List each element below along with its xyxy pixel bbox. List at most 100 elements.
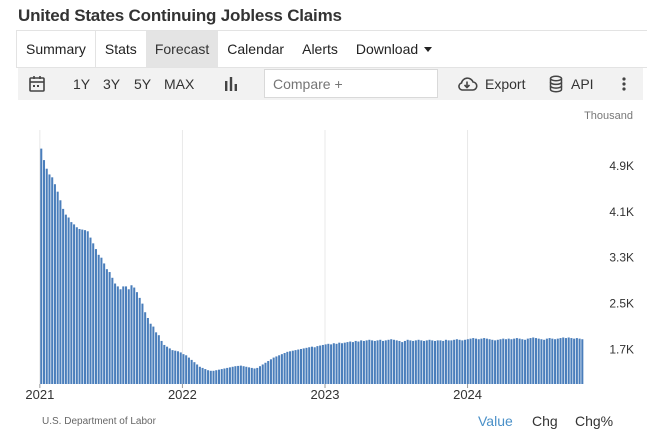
bar: [223, 368, 226, 384]
bar: [73, 224, 76, 384]
bar: [272, 357, 275, 384]
bar: [130, 285, 133, 384]
bar: [248, 367, 251, 384]
bar: [302, 348, 305, 384]
export-button[interactable]: Export: [485, 76, 526, 92]
bar: [275, 356, 278, 384]
bar: [182, 354, 185, 384]
bar: [349, 341, 352, 384]
bar: [83, 230, 87, 384]
bar-chart: 1.7K 2.5K 3.3K 4.1K 4.9K 2021 2022 2023 2024: [25, 130, 634, 402]
tab-summary[interactable]: Summary: [16, 31, 96, 67]
bar: [409, 340, 412, 384]
range-3y[interactable]: 3Y: [103, 76, 121, 92]
bar: [447, 340, 450, 384]
bar: [217, 369, 221, 384]
bar: [510, 339, 513, 384]
y-tick-label: 4.1K: [609, 205, 634, 219]
bar: [168, 348, 171, 384]
bar: [360, 340, 363, 384]
bar: [280, 354, 283, 384]
bar: [581, 339, 584, 384]
bar: [474, 338, 477, 384]
mode-change-percent[interactable]: Chg%: [575, 413, 614, 429]
bar: [494, 340, 497, 384]
calendar-icon[interactable]: [28, 75, 46, 93]
x-axis-ticks: 2021 2022 2023 2024: [25, 384, 482, 402]
bar: [297, 349, 300, 384]
bar: [450, 340, 453, 384]
cloud-download-icon[interactable]: [456, 75, 478, 93]
bar: [234, 366, 237, 384]
bar: [119, 289, 122, 384]
tab-download[interactable]: Download: [347, 31, 441, 67]
bar: [392, 339, 395, 384]
bar: [524, 339, 527, 384]
x-tick-label: 2023: [311, 387, 340, 402]
bar: [294, 350, 297, 384]
y-tick-label: 4.9K: [609, 159, 634, 173]
range-max[interactable]: MAX: [164, 76, 195, 92]
bar: [278, 355, 281, 384]
bar: [97, 254, 100, 384]
bar: [179, 352, 182, 384]
bar: [267, 361, 270, 384]
bar: [442, 340, 445, 384]
bar: [371, 340, 374, 384]
api-button[interactable]: API: [571, 76, 594, 92]
bar: [502, 338, 505, 384]
database-icon[interactable]: [549, 75, 563, 93]
bar: [305, 347, 308, 384]
unit-label: Thousand: [584, 110, 633, 122]
more-vertical-icon[interactable]: [621, 77, 627, 91]
tab-forecast[interactable]: Forecast: [145, 31, 219, 67]
bar: [116, 286, 119, 384]
bar: [146, 317, 149, 384]
tab-calendar[interactable]: Calendar: [227, 41, 285, 57]
bar: [362, 340, 365, 384]
tab-stats[interactable]: Stats: [104, 41, 137, 57]
bar: [220, 369, 223, 384]
bar: [237, 365, 240, 384]
bar: [258, 366, 262, 384]
bar: [477, 339, 480, 384]
range-1y[interactable]: 1Y: [73, 76, 91, 92]
bar: [401, 342, 404, 384]
compare-input[interactable]: [264, 69, 438, 98]
bar: [201, 367, 204, 384]
x-tick-label: 2022: [168, 387, 197, 402]
bar: [321, 344, 324, 384]
x-tick-label: 2024: [453, 387, 482, 402]
bar: [578, 338, 581, 384]
tab-alerts[interactable]: Alerts: [302, 41, 338, 57]
bar: [534, 338, 537, 384]
bar: [45, 168, 48, 384]
bar: [174, 350, 177, 384]
bar: [196, 364, 199, 384]
bar: [308, 347, 311, 384]
bar: [384, 340, 387, 384]
bar: [149, 323, 152, 384]
bar: [403, 340, 406, 384]
bar: [187, 357, 190, 384]
bar: [62, 208, 65, 384]
bar: [94, 249, 97, 384]
y-tick-label: 2.5K: [609, 297, 634, 311]
bar: [250, 367, 253, 384]
range-5y[interactable]: 5Y: [134, 76, 152, 92]
mode-change[interactable]: Chg: [532, 413, 558, 429]
bar: [103, 263, 106, 384]
bar: [75, 227, 78, 384]
bar: [81, 229, 84, 384]
bar: [368, 339, 371, 384]
bar: [412, 340, 415, 384]
bar: [133, 287, 136, 384]
mode-value[interactable]: Value: [478, 413, 513, 429]
bar: [575, 338, 578, 384]
bar: [417, 339, 420, 384]
bar: [108, 272, 111, 384]
bar: [382, 340, 385, 384]
bar-chart-icon[interactable]: [224, 76, 238, 92]
bar: [439, 340, 442, 384]
bar: [316, 346, 319, 384]
